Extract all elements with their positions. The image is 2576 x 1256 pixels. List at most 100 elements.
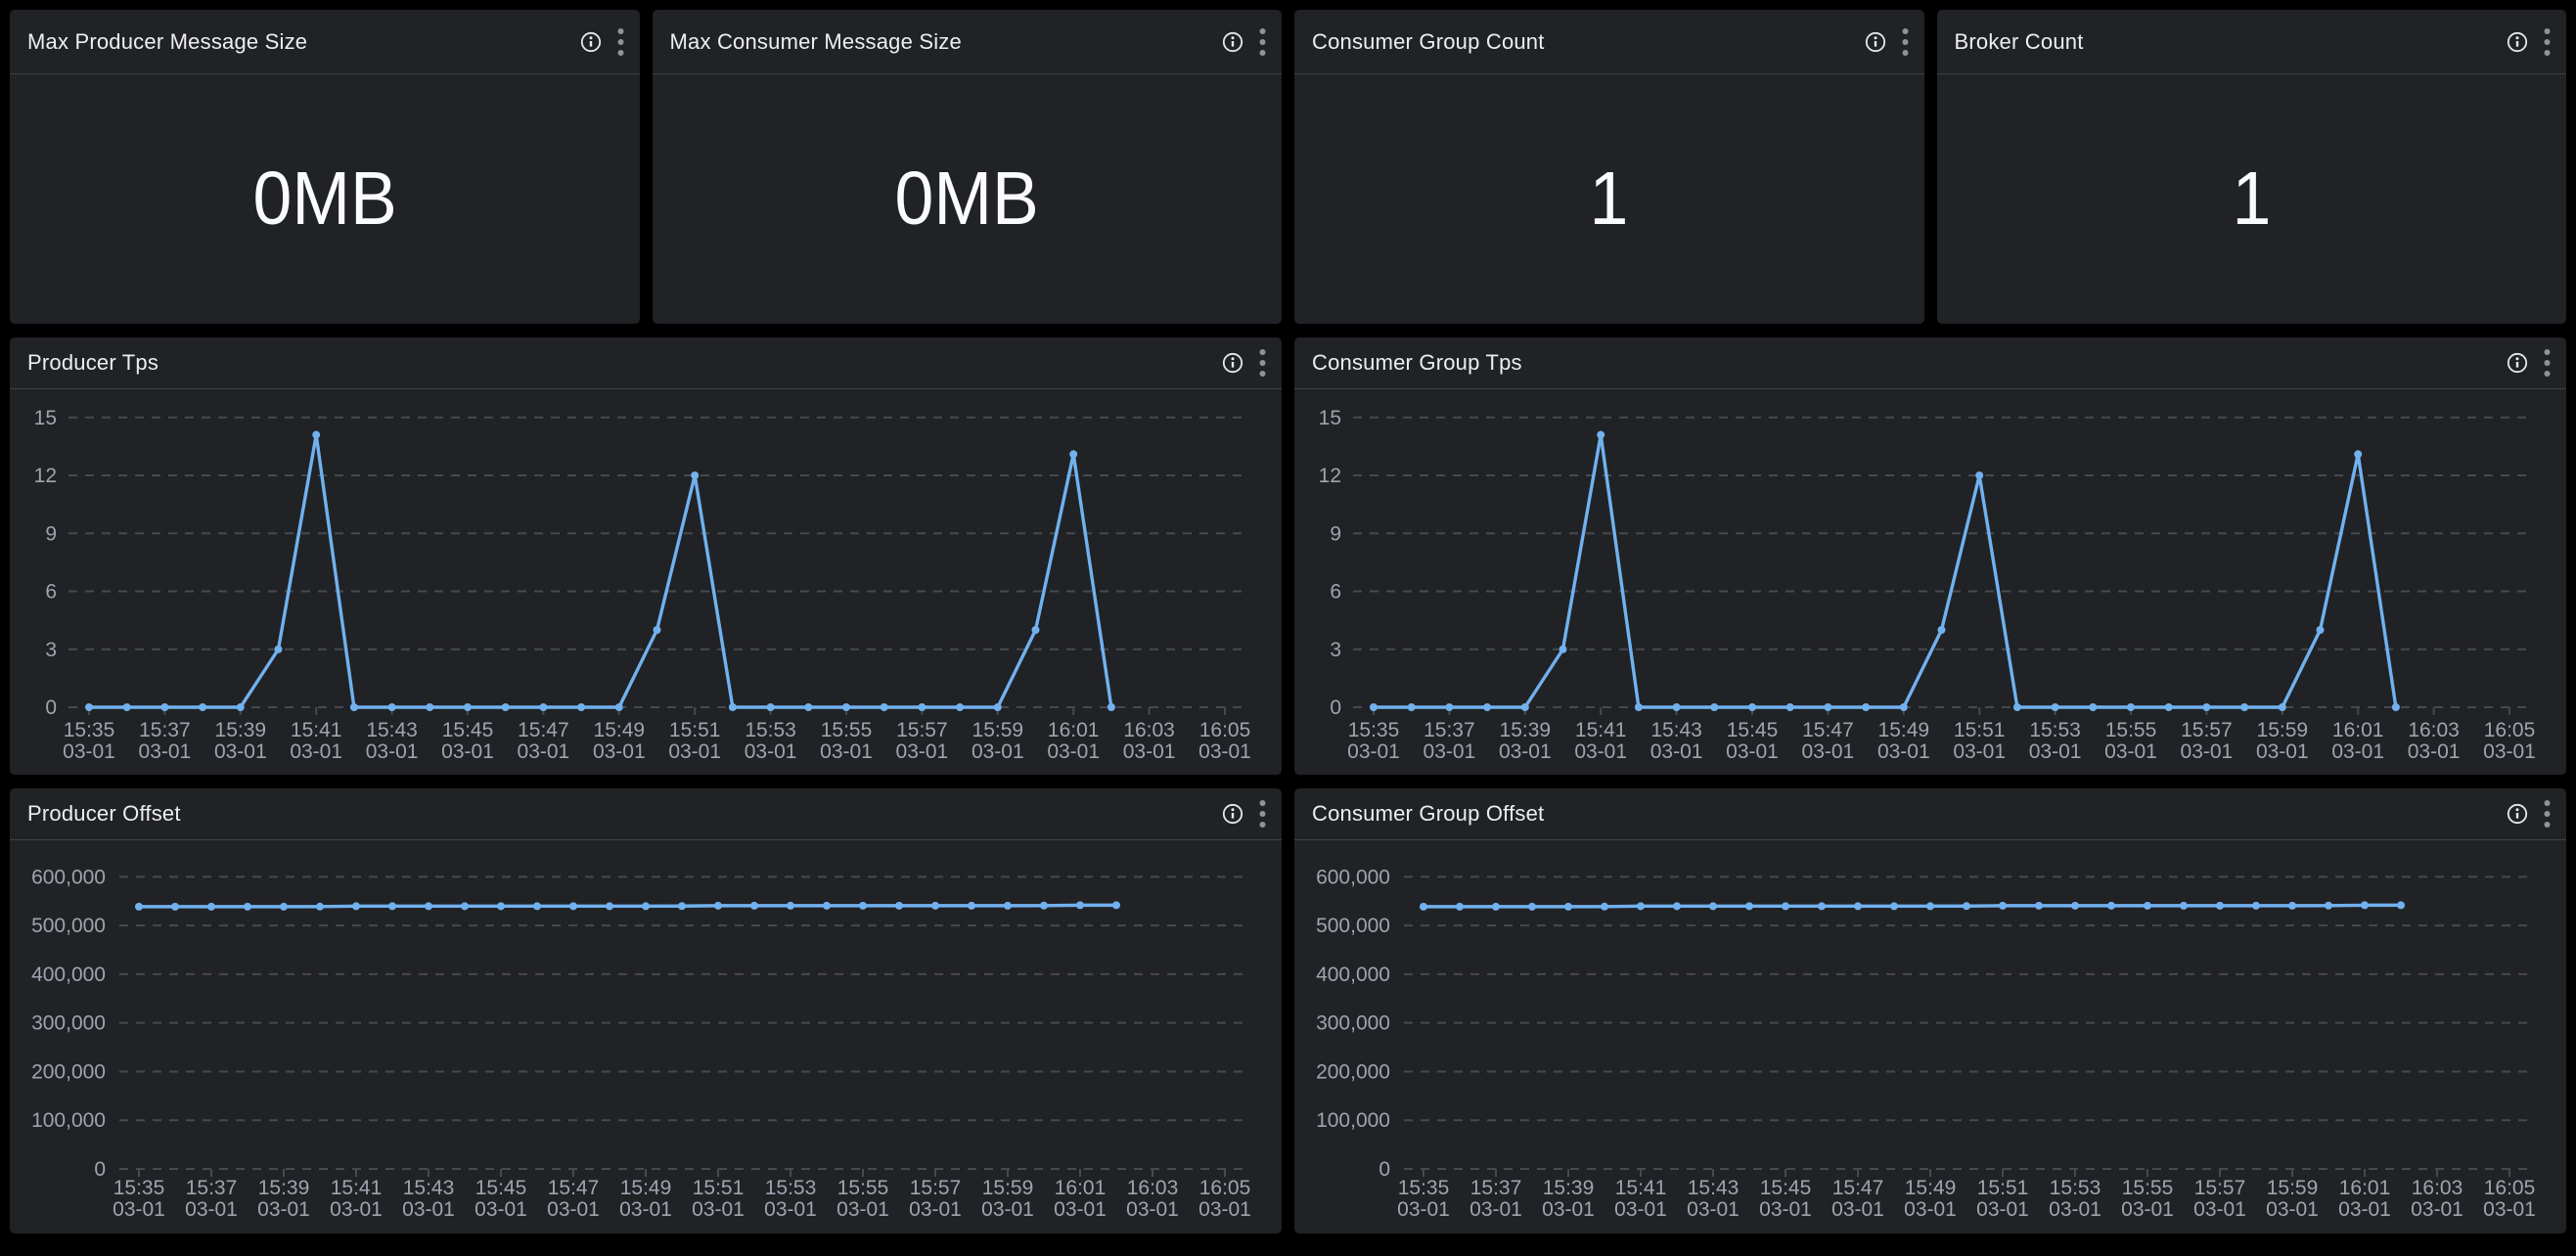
svg-text:100,000: 100,000 xyxy=(1316,1109,1390,1132)
svg-text:15:55: 15:55 xyxy=(837,1177,889,1199)
svg-text:16:03: 16:03 xyxy=(2412,1177,2463,1199)
kebab-menu-icon[interactable] xyxy=(1259,348,1266,378)
panel-title[interactable]: Max Producer Message Size xyxy=(27,28,308,54)
svg-text:03-01: 03-01 xyxy=(547,1198,600,1221)
svg-text:12: 12 xyxy=(34,465,57,487)
stat-value: 0MB xyxy=(894,157,1039,241)
svg-text:15:57: 15:57 xyxy=(2181,719,2233,741)
svg-text:16:01: 16:01 xyxy=(2339,1177,2391,1199)
svg-text:03-01: 03-01 xyxy=(2181,740,2234,763)
svg-text:16:03: 16:03 xyxy=(2408,719,2460,741)
kebab-menu-icon[interactable] xyxy=(2544,348,2551,378)
svg-text:03-01: 03-01 xyxy=(1198,740,1251,763)
svg-text:03-01: 03-01 xyxy=(1542,1198,1595,1221)
svg-text:03-01: 03-01 xyxy=(1126,1198,1179,1221)
svg-text:03-01: 03-01 xyxy=(1123,740,1176,763)
info-icon[interactable] xyxy=(580,31,602,53)
chart-body: 0 100,000 200,000 300,000 400,000 500,000 600,… xyxy=(10,840,1282,1234)
info-icon[interactable] xyxy=(1222,352,1243,374)
panel-header: Max Producer Message Size xyxy=(10,10,640,74)
chart-canvas-producer-tps[interactable]: 0369121515:3503-0115:3703-0115:3903-0115… xyxy=(10,389,1282,775)
svg-text:15:53: 15:53 xyxy=(765,1177,817,1199)
svg-text:3: 3 xyxy=(45,639,57,661)
panel-header-icons xyxy=(580,27,624,57)
svg-text:03-01: 03-01 xyxy=(63,740,115,763)
panel-header-icons xyxy=(1222,799,1266,829)
offset-row: Producer Offset 0 100,000 200,000 300,000 40… xyxy=(10,788,2566,1234)
chart-body: 0 100,000 200,000 300,000 400,000 500,000 600,… xyxy=(1294,840,2566,1234)
chart-canvas-producer-offset[interactable]: 0 100,000 200,000 300,000 400,000 500,000 600,… xyxy=(10,840,1282,1234)
info-icon[interactable] xyxy=(2507,31,2528,53)
info-icon[interactable] xyxy=(1222,803,1243,825)
svg-text:0: 0 xyxy=(1378,1158,1390,1181)
kebab-menu-icon[interactable] xyxy=(1259,799,1266,829)
svg-text:15:35: 15:35 xyxy=(1398,1177,1450,1199)
panel-title[interactable]: Producer Offset xyxy=(27,801,181,826)
panel-header: Max Consumer Message Size xyxy=(652,10,1282,74)
svg-text:400,000: 400,000 xyxy=(31,964,106,986)
svg-text:15:55: 15:55 xyxy=(2122,1177,2174,1199)
panel-title[interactable]: Consumer Group Count xyxy=(1312,28,1545,54)
svg-text:6: 6 xyxy=(45,581,57,604)
stat-body: 0MB xyxy=(10,74,640,324)
svg-text:03-01: 03-01 xyxy=(139,740,192,763)
panel-title[interactable]: Consumer Group Tps xyxy=(1312,350,1522,375)
svg-text:15: 15 xyxy=(34,407,57,429)
stat-body: 0MB xyxy=(653,74,1283,324)
kebab-menu-icon[interactable] xyxy=(1259,27,1266,57)
panel-title[interactable]: Max Consumer Message Size xyxy=(669,28,962,54)
svg-text:03-01: 03-01 xyxy=(972,740,1024,763)
svg-text:03-01: 03-01 xyxy=(1424,740,1476,763)
kebab-menu-icon[interactable] xyxy=(2544,799,2551,829)
svg-text:15: 15 xyxy=(1319,407,1341,429)
kebab-menu-icon[interactable] xyxy=(617,27,624,57)
svg-text:600,000: 600,000 xyxy=(1316,866,1390,888)
svg-text:15:41: 15:41 xyxy=(1575,719,1627,741)
svg-text:16:03: 16:03 xyxy=(1127,1177,1179,1199)
svg-text:03-01: 03-01 xyxy=(185,1198,238,1221)
svg-text:03-01: 03-01 xyxy=(2193,1198,2246,1221)
info-icon[interactable] xyxy=(1865,31,1886,53)
panel-header: Producer Offset xyxy=(10,788,1282,840)
svg-text:600,000: 600,000 xyxy=(31,866,106,888)
chart-canvas-consumer-group-offset[interactable]: 0 100,000 200,000 300,000 400,000 500,000 600,… xyxy=(1294,840,2566,1234)
chart-canvas-consumer-group-tps[interactable]: 0369121515:3503-0115:3703-0115:3903-0115… xyxy=(1294,389,2566,775)
stat-value: 1 xyxy=(2232,157,2272,241)
svg-text:03-01: 03-01 xyxy=(2483,740,2536,763)
svg-text:03-01: 03-01 xyxy=(619,1198,672,1221)
svg-text:03-01: 03-01 xyxy=(113,1198,165,1221)
kebab-menu-icon[interactable] xyxy=(2544,27,2551,57)
panel-title[interactable]: Producer Tps xyxy=(27,350,159,375)
svg-text:15:37: 15:37 xyxy=(1470,1177,1522,1199)
svg-text:03-01: 03-01 xyxy=(1574,740,1627,763)
info-icon[interactable] xyxy=(2507,352,2528,374)
svg-text:15:45: 15:45 xyxy=(442,719,494,741)
svg-text:15:59: 15:59 xyxy=(2267,1177,2319,1199)
svg-text:15:51: 15:51 xyxy=(1954,719,2006,741)
panel-title[interactable]: Broker Count xyxy=(1954,28,2084,54)
svg-text:15:35: 15:35 xyxy=(1348,719,1400,741)
svg-text:03-01: 03-01 xyxy=(981,1198,1034,1221)
svg-text:15:49: 15:49 xyxy=(620,1177,672,1199)
svg-text:03-01: 03-01 xyxy=(1198,1198,1251,1221)
info-icon[interactable] xyxy=(2507,803,2528,825)
panel-consumer-group-tps: Consumer Group Tps 0 3 6 9 12 15 15:35 03-01 15:… xyxy=(1294,337,2566,775)
svg-text:03-01: 03-01 xyxy=(214,740,267,763)
svg-text:15:55: 15:55 xyxy=(821,719,873,741)
svg-text:03-01: 03-01 xyxy=(593,740,646,763)
svg-text:9: 9 xyxy=(1330,522,1341,545)
svg-text:03-01: 03-01 xyxy=(692,1198,745,1221)
svg-text:15:51: 15:51 xyxy=(1977,1177,2029,1199)
svg-text:15:57: 15:57 xyxy=(910,1177,962,1199)
info-icon[interactable] xyxy=(1222,31,1243,53)
stat-body: 1 xyxy=(1937,74,2567,324)
stat-value: 0MB xyxy=(252,157,397,241)
svg-text:15:41: 15:41 xyxy=(291,719,342,741)
svg-text:15:37: 15:37 xyxy=(139,719,191,741)
panel-title[interactable]: Consumer Group Offset xyxy=(1312,801,1545,826)
panel-header-icons xyxy=(2507,799,2551,829)
svg-text:15:49: 15:49 xyxy=(594,719,646,741)
svg-text:03-01: 03-01 xyxy=(441,740,494,763)
svg-text:03-01: 03-01 xyxy=(518,740,570,763)
kebab-menu-icon[interactable] xyxy=(1902,27,1909,57)
